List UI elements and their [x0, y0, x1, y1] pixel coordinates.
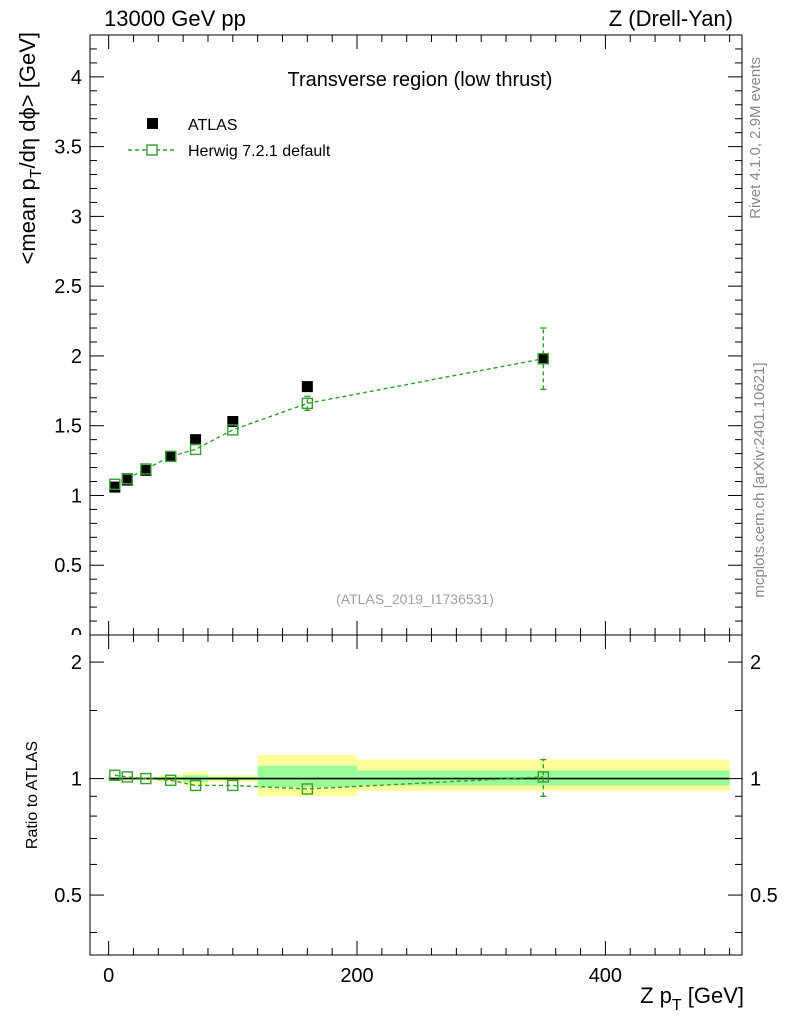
y-tick-label: 0.5 [54, 885, 82, 907]
watermark-label: (ATLAS_2019_I1736531) [336, 591, 494, 607]
legend-herwig-label: Herwig 7.2.1 default [188, 143, 331, 160]
y-tick-label-right: 1 [750, 769, 761, 791]
y-tick-label: 2 [71, 652, 82, 674]
y-tick-label: 0 [71, 625, 82, 647]
ratio-point [189, 779, 202, 792]
ratio-band-inner-6 [257, 765, 358, 788]
herwig-point [537, 353, 549, 365]
herwig-line [114, 358, 544, 485]
lower-ylabel: Ratio to ATLAS [24, 741, 41, 849]
legend: ATLAS Herwig 7.2.1 default [128, 117, 331, 160]
atlas-point [227, 416, 239, 428]
y-tick-label: 3 [71, 206, 82, 228]
herwig-point [165, 450, 177, 463]
mcplots-label: mcplots.cern.ch [arXiv:2401.10621] [751, 362, 768, 597]
xaxis-label: Z pT [GeV] [640, 983, 744, 1014]
herwig-point [109, 478, 121, 491]
y-tick-label: 4 [71, 67, 82, 89]
ratio-point [227, 779, 239, 792]
process-label: Z (Drell-Yan) [608, 6, 733, 31]
legend-atlas-marker [147, 118, 158, 129]
legend-herwig-marker [146, 144, 158, 156]
energy-label: 13000 GeV pp [104, 6, 246, 31]
herwig-point [227, 424, 239, 436]
rivet-label: Rivet 4.1.0, 2.9M events [747, 57, 764, 219]
y-tick-label: 1.5 [54, 416, 82, 438]
y-tick-label-right: 2 [750, 652, 761, 674]
lower-frame [89, 634, 743, 956]
y-tick-label: 3.5 [54, 137, 82, 159]
herwig-point [189, 443, 202, 456]
ratio-point [109, 769, 121, 781]
y-tick-label: 1 [71, 485, 82, 507]
y-tick-label-right: 0.5 [750, 885, 778, 907]
herwig-point [121, 473, 133, 485]
atlas-point [121, 474, 133, 486]
ratio-point [140, 772, 152, 785]
ratio-point [121, 771, 133, 783]
ratio-line [114, 774, 544, 790]
herwig-point [140, 463, 152, 475]
upper-ylabel: <mean pT/dη dϕ> [GeV] [15, 32, 45, 264]
atlas-point [109, 481, 121, 493]
chart-title: Transverse region (low thrust) [288, 69, 553, 91]
x-tick-label: 200 [340, 965, 373, 987]
y-tick-label: 2 [71, 346, 82, 368]
ratio-point [165, 774, 177, 786]
y-tick-label: 1 [71, 769, 82, 791]
atlas-point [301, 381, 313, 393]
y-tick-label: 2.5 [54, 276, 82, 298]
atlas-point [140, 464, 152, 476]
herwig-point [301, 397, 314, 410]
atlas-point [165, 450, 177, 462]
legend-atlas-label: ATLAS [188, 117, 238, 134]
x-tick-label: 0 [103, 965, 114, 987]
y-tick-label: 0.5 [54, 555, 82, 577]
atlas-point [537, 353, 549, 365]
ratio-point [301, 783, 314, 795]
atlas-point [190, 434, 202, 446]
x-tick-label: 400 [589, 965, 622, 987]
ratio-point [537, 771, 549, 783]
